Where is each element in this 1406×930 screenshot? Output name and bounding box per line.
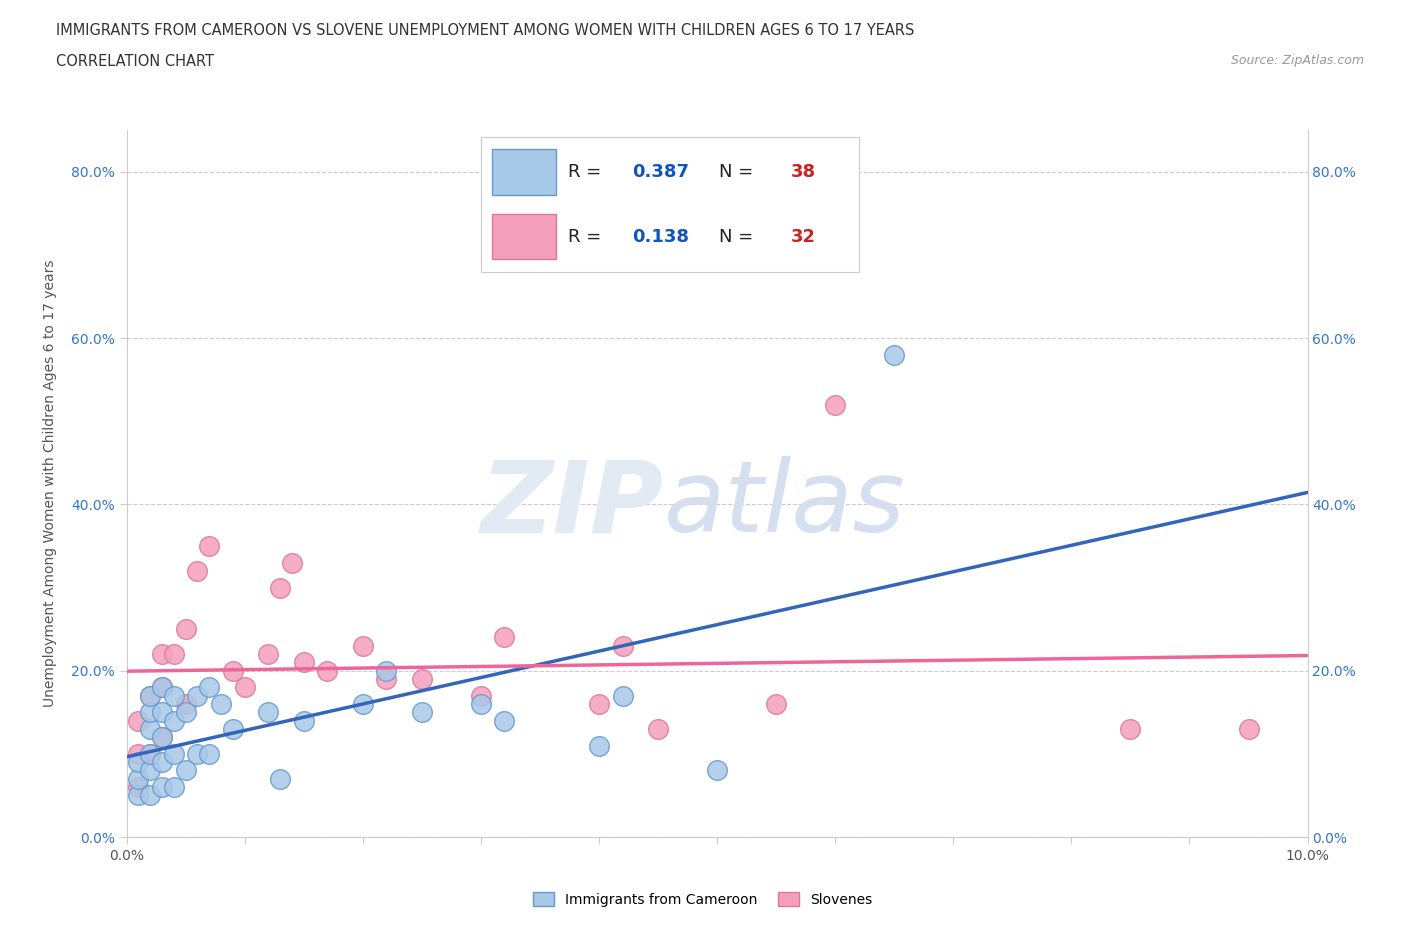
Point — [127, 779, 149, 794]
Point — [612, 688, 634, 703]
Point — [139, 722, 162, 737]
Point — [706, 763, 728, 777]
Point — [163, 713, 186, 728]
Point — [198, 747, 221, 762]
Point — [588, 738, 610, 753]
Point — [352, 697, 374, 711]
Text: ZIP: ZIP — [481, 457, 664, 553]
Point — [411, 705, 433, 720]
Point — [150, 646, 173, 661]
Point — [588, 697, 610, 711]
Point — [470, 697, 492, 711]
Point — [150, 705, 173, 720]
Point — [186, 564, 208, 578]
Point — [411, 671, 433, 686]
Point — [257, 705, 280, 720]
Point — [150, 755, 173, 770]
Point — [139, 763, 162, 777]
Point — [883, 347, 905, 362]
Point — [127, 747, 149, 762]
Point — [281, 555, 304, 570]
Point — [198, 538, 221, 553]
Text: IMMIGRANTS FROM CAMEROON VS SLOVENE UNEMPLOYMENT AMONG WOMEN WITH CHILDREN AGES : IMMIGRANTS FROM CAMEROON VS SLOVENE UNEM… — [56, 23, 915, 38]
Point — [494, 713, 516, 728]
Point — [269, 580, 291, 595]
Point — [292, 713, 315, 728]
Point — [150, 680, 173, 695]
Point — [163, 779, 186, 794]
Point — [150, 730, 173, 745]
Point — [494, 630, 516, 644]
Point — [139, 747, 162, 762]
Point — [198, 680, 221, 695]
Text: CORRELATION CHART: CORRELATION CHART — [56, 54, 214, 69]
Point — [292, 655, 315, 670]
Point — [612, 638, 634, 653]
Point — [222, 663, 245, 678]
Point — [127, 771, 149, 786]
Point — [139, 788, 162, 803]
Text: atlas: atlas — [664, 457, 905, 553]
Point — [186, 688, 208, 703]
Point — [174, 697, 197, 711]
Point — [163, 688, 186, 703]
Point — [1237, 722, 1260, 737]
Point — [127, 755, 149, 770]
Point — [233, 680, 256, 695]
Point — [269, 771, 291, 786]
Point — [222, 722, 245, 737]
Point — [127, 788, 149, 803]
Point — [186, 747, 208, 762]
Point — [375, 663, 398, 678]
Point — [316, 663, 339, 678]
Point — [150, 680, 173, 695]
Point — [470, 688, 492, 703]
Point — [174, 621, 197, 636]
Legend: Immigrants from Cameroon, Slovenes: Immigrants from Cameroon, Slovenes — [526, 885, 880, 914]
Point — [209, 697, 232, 711]
Point — [139, 688, 162, 703]
Point — [824, 397, 846, 412]
Point — [174, 763, 197, 777]
Point — [150, 730, 173, 745]
Point — [163, 747, 186, 762]
Point — [150, 779, 173, 794]
Point — [352, 638, 374, 653]
Y-axis label: Unemployment Among Women with Children Ages 6 to 17 years: Unemployment Among Women with Children A… — [44, 259, 58, 708]
Point — [139, 705, 162, 720]
Point — [647, 722, 669, 737]
Text: Source: ZipAtlas.com: Source: ZipAtlas.com — [1230, 54, 1364, 67]
Point — [127, 713, 149, 728]
Point — [257, 646, 280, 661]
Point — [765, 697, 787, 711]
Point — [139, 747, 162, 762]
Point — [174, 705, 197, 720]
Point — [375, 671, 398, 686]
Point — [139, 688, 162, 703]
Point — [163, 646, 186, 661]
Point — [1119, 722, 1142, 737]
